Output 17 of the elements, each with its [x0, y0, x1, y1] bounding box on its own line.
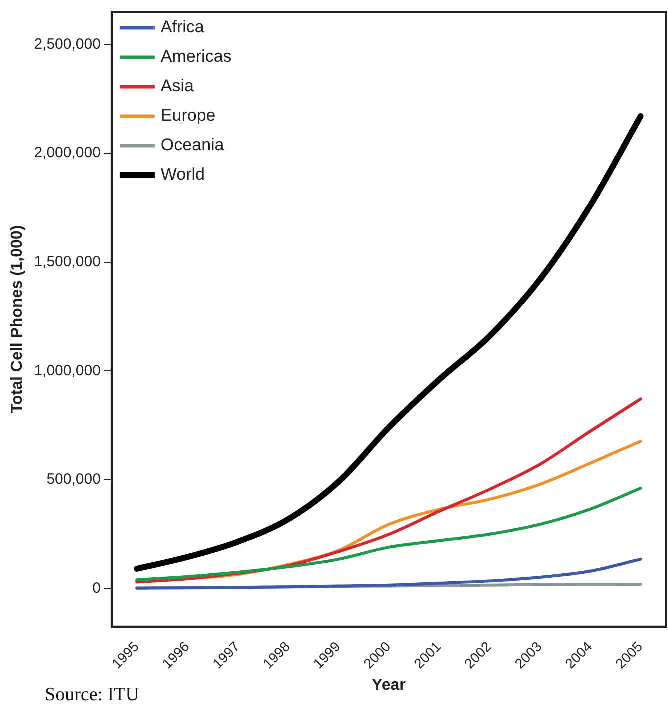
y-tick-label: 1,000,000: [34, 362, 101, 380]
y-tick-label: 500,000: [46, 471, 101, 488]
source-note: Source: ITU: [45, 684, 140, 706]
line-series: [136, 486, 642, 582]
legend-label: World: [160, 165, 206, 184]
y-tick-label: 1,500,000: [34, 253, 101, 270]
legend-label: Asia: [160, 76, 195, 96]
legend-label: Africa: [160, 18, 205, 37]
legend-label: Oceania: [160, 136, 225, 155]
line-series: [136, 558, 642, 590]
legend-label: Europe: [160, 106, 216, 126]
x-axis-title: Year: [372, 676, 406, 694]
y-tick-label: 0: [92, 580, 101, 597]
y-axis-title: Total Cell Phones (1,000): [9, 225, 26, 414]
legend-label: Americas: [160, 47, 232, 66]
y-tick-label: 2,500,000: [34, 36, 101, 53]
y-tick-label: 2,000,000: [34, 144, 101, 162]
